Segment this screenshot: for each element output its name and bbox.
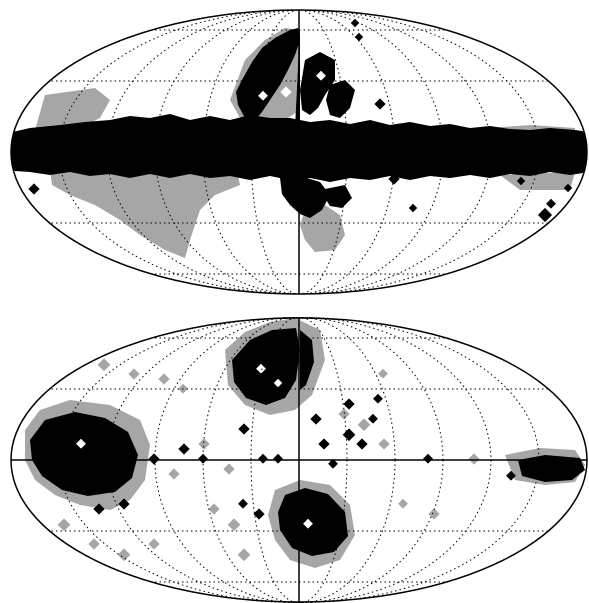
- bottom-map-outline: [10, 317, 588, 603]
- bottom-sky-map: [10, 317, 588, 603]
- top-sky-map: [10, 9, 588, 295]
- bottom-white-holes: [76, 363, 313, 529]
- top-map-outline: [10, 9, 588, 295]
- bottom-black-mask-regions: [30, 328, 585, 556]
